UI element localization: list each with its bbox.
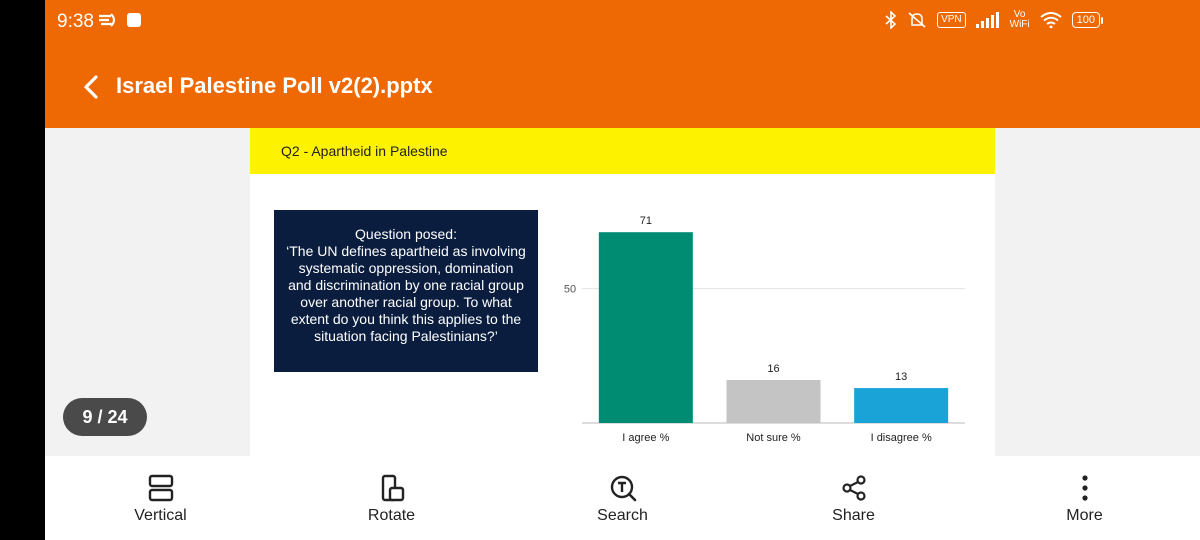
rotate-button[interactable]: Rotate bbox=[292, 456, 492, 525]
question-line: ‘The UN defines apartheid as involving bbox=[286, 243, 526, 259]
search-button[interactable]: Search bbox=[523, 456, 723, 525]
category-label: I agree % bbox=[622, 432, 669, 444]
battery-indicator: 100 bbox=[1071, 12, 1104, 28]
question-line: extent do you think this applies to the bbox=[290, 311, 522, 327]
notification-icon bbox=[127, 13, 141, 27]
search-icon bbox=[610, 475, 636, 502]
question-line: systematic oppression, domination bbox=[298, 260, 514, 276]
document-title: Israel Palestine Poll v2(2).pptx bbox=[116, 73, 433, 98]
category-label: I disagree % bbox=[871, 432, 932, 444]
more-icon bbox=[1081, 475, 1088, 501]
vpn-badge: VPN bbox=[937, 12, 966, 28]
bar bbox=[726, 380, 821, 423]
signal-icon bbox=[975, 12, 999, 28]
bar bbox=[854, 388, 949, 423]
rotate-label: Rotate bbox=[367, 507, 416, 524]
vertical-label: Vertical bbox=[134, 507, 187, 524]
slide-heading: Q2 - Apartheid in Palestine bbox=[281, 143, 448, 159]
bar-chart: 50 71 I agree % 16 Not sure % 13 I disagree % bbox=[564, 215, 965, 444]
slide: Q2 - Apartheid in Palestine Question pos… bbox=[250, 128, 995, 456]
back-arrow-icon[interactable] bbox=[81, 74, 101, 100]
cast-icon bbox=[99, 13, 115, 27]
data-label: 71 bbox=[640, 215, 652, 227]
share-label: Share bbox=[832, 507, 875, 524]
slide-banner: Q2 - Apartheid in Palestine bbox=[250, 128, 995, 174]
app-header: 9:38 VPN Vo bbox=[45, 0, 1200, 128]
page-indicator: 9 / 24 bbox=[63, 398, 147, 436]
mute-icon bbox=[908, 12, 926, 28]
bar bbox=[598, 232, 693, 423]
search-label: Search bbox=[597, 507, 648, 524]
y-tick-label: 50 bbox=[564, 284, 576, 296]
slide-viewer[interactable]: Q2 - Apartheid in Palestine Question pos… bbox=[45, 128, 1200, 456]
rotate-icon bbox=[381, 474, 404, 502]
status-time: 9:38 bbox=[57, 11, 94, 32]
app-window: 9:38 VPN Vo bbox=[45, 0, 1200, 540]
more-label: More bbox=[1066, 507, 1103, 524]
bottom-toolbar: Vertical Rotate Search Share bbox=[45, 456, 1200, 540]
wifi-icon bbox=[1040, 12, 1062, 28]
more-button[interactable]: More bbox=[985, 456, 1185, 525]
question-box: Question posed: ‘The UN defines aparthei… bbox=[274, 210, 538, 372]
question-line: and discrimination by one racial group bbox=[288, 277, 524, 293]
share-icon bbox=[841, 475, 866, 501]
share-button[interactable]: Share bbox=[754, 456, 954, 525]
question-line: situation facing Palestinians?’ bbox=[314, 328, 498, 344]
question-line: Question posed: bbox=[355, 226, 457, 242]
question-line: over another racial group. To what bbox=[300, 294, 512, 310]
category-label: Not sure % bbox=[746, 432, 801, 444]
vertical-button[interactable]: Vertical bbox=[61, 456, 261, 525]
vowifi-indicator: Vo WiFi bbox=[1009, 9, 1030, 30]
data-label: 13 bbox=[895, 371, 907, 383]
vertical-icon bbox=[148, 474, 173, 502]
data-label: 16 bbox=[767, 363, 779, 375]
bluetooth-icon bbox=[885, 11, 897, 29]
